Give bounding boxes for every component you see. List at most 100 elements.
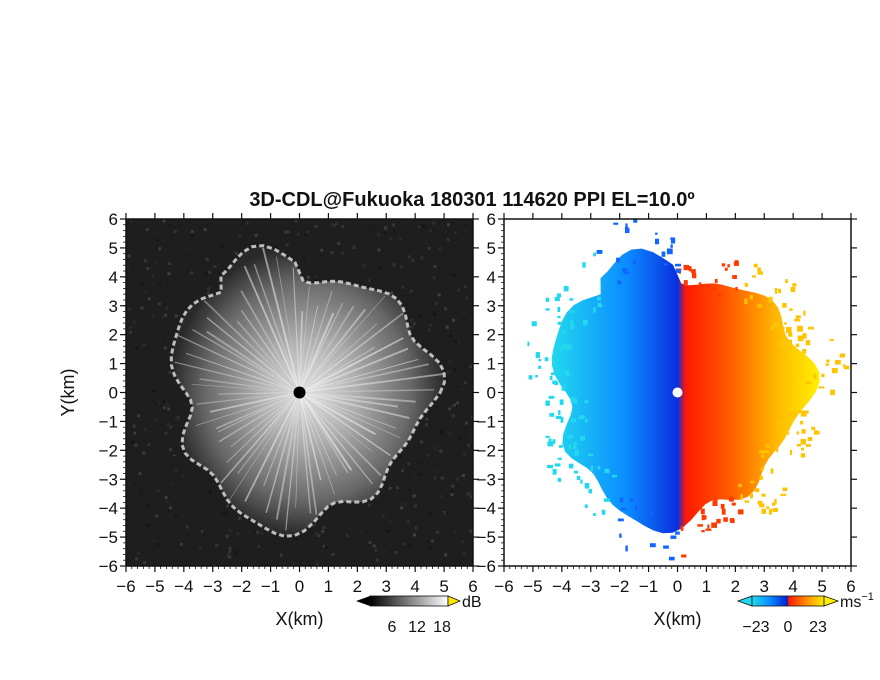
noise-speck	[163, 346, 167, 350]
noise-speck	[420, 256, 424, 260]
noise-speck	[143, 259, 147, 263]
radial-streak	[299, 358, 419, 393]
velocity-speckle	[768, 296, 773, 303]
noise-speck	[444, 245, 447, 249]
noise-speck	[135, 330, 138, 334]
noise-speck	[410, 318, 414, 322]
noise-speck	[137, 414, 140, 418]
noise-speck	[419, 462, 423, 465]
intensity-colorbar-tick-label: 12	[408, 619, 426, 636]
velocity-speckle	[774, 288, 778, 294]
noise-speck	[128, 307, 131, 311]
x-tick-label: 1	[324, 577, 333, 596]
noise-speck	[330, 223, 334, 227]
noise-speck	[456, 340, 460, 344]
radial-streak	[299, 391, 391, 457]
velocity-speckle	[535, 374, 538, 378]
velocity-speckle	[770, 468, 774, 474]
noise-speck	[164, 313, 168, 317]
noise-speck	[410, 278, 414, 282]
velocity-speckle	[786, 423, 791, 426]
noise-speck	[143, 561, 146, 564]
noise-speck	[140, 306, 144, 310]
noise-speck	[162, 219, 166, 223]
noise-speck	[467, 443, 470, 447]
velocity-speckle	[623, 271, 629, 275]
noise-speck	[165, 539, 169, 543]
noise-speck	[418, 473, 422, 477]
velocity-speckle	[574, 450, 579, 456]
noise-speck	[342, 533, 346, 537]
noise-speck	[238, 516, 242, 520]
radial-streak	[218, 391, 300, 443]
noise-speck	[454, 340, 458, 344]
noise-speck	[183, 273, 187, 277]
noise-speck	[471, 437, 473, 441]
velocity-speckle	[635, 505, 638, 512]
noise-speck	[451, 414, 455, 418]
noise-speck	[127, 318, 131, 322]
velocity-speckle	[582, 319, 588, 326]
velocity-speckle	[784, 322, 787, 325]
noise-speck	[136, 551, 140, 555]
noise-speck	[341, 251, 345, 255]
noise-speck	[428, 511, 432, 515]
radial-streak	[299, 392, 335, 495]
x-tick-label: 0	[673, 577, 682, 596]
noise-speck	[428, 546, 432, 550]
noise-speck	[390, 291, 394, 295]
noise-speck	[152, 539, 156, 543]
noise-speck	[439, 494, 443, 498]
noise-speck	[380, 249, 384, 253]
velocity-speckle	[597, 302, 602, 307]
radial-streak	[199, 378, 300, 394]
velocity-speckle	[666, 248, 673, 255]
noise-speck	[302, 561, 306, 565]
noise-speck	[226, 504, 229, 508]
velocity-speckle	[802, 333, 807, 339]
velocity-colorbar-unit-exponent: −1	[861, 591, 874, 603]
noise-speck	[315, 532, 319, 536]
velocity-speckle	[811, 426, 816, 430]
radial-streak	[217, 392, 300, 433]
noise-speck	[437, 293, 441, 297]
velocity-speckle	[625, 228, 630, 234]
radial-streak	[263, 392, 301, 487]
radial-streak	[299, 389, 435, 394]
noise-speck	[297, 240, 301, 244]
radial-streak	[298, 391, 382, 477]
velocity-speckle	[552, 380, 557, 384]
intensity-colorbar-tick-label: 6	[388, 619, 397, 636]
noise-speck	[216, 224, 220, 228]
velocity-speckle	[759, 450, 765, 454]
radial-streak	[298, 305, 355, 394]
velocity-speckle	[808, 326, 814, 330]
noise-speck	[414, 526, 418, 530]
velocity-speckle	[670, 244, 673, 248]
noise-speck	[368, 224, 372, 228]
noise-speck	[449, 334, 453, 338]
x-tick-label: −3	[581, 577, 600, 596]
noise-speck	[417, 314, 421, 318]
chart-title: 3D-CDL@Fukuoka 180301 114620 PPI EL=10.0…	[249, 189, 694, 211]
noise-speck	[330, 251, 334, 254]
velocity-speckle	[570, 320, 574, 326]
velocity-speckle	[800, 439, 806, 445]
velocity-speckle	[737, 509, 744, 515]
velocity-speckle	[683, 264, 689, 271]
noise-speck	[445, 325, 449, 329]
velocity-speckle	[797, 325, 803, 332]
velocity-speckle	[790, 449, 793, 456]
radial-streak	[298, 392, 312, 514]
velocity-colorbar: −23 0 23 ms−1	[736, 591, 874, 636]
velocity-speckle	[750, 493, 753, 499]
noise-speck	[444, 553, 448, 557]
noise-speck	[413, 475, 417, 479]
velocity-speckle	[815, 431, 820, 435]
velocity-speckle	[561, 385, 567, 391]
velocity-speckle	[753, 263, 758, 268]
noise-speck	[201, 517, 205, 521]
noise-speck	[452, 273, 456, 277]
radial-streak	[299, 392, 401, 439]
